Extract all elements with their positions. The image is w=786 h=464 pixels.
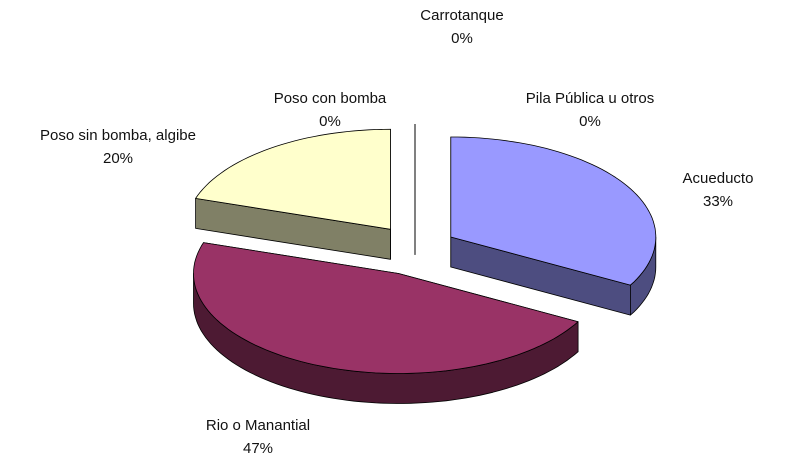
category-name: Acueducto bbox=[683, 170, 754, 187]
value-label: 0% bbox=[319, 113, 341, 130]
slice-label: Acueducto 33% bbox=[683, 170, 754, 210]
value-label: 20% bbox=[103, 150, 133, 167]
slice-top bbox=[195, 128, 391, 230]
slice-label: Poso con bomba 0% bbox=[274, 90, 387, 130]
slice-label: Rio o Manantial 47% bbox=[206, 417, 310, 457]
category-name: Carrotanque bbox=[420, 7, 503, 24]
slice-top bbox=[450, 136, 657, 286]
category-name: Poso sin bomba, algibe bbox=[40, 127, 196, 144]
slice bbox=[195, 128, 391, 260]
slice-top bbox=[193, 242, 579, 374]
slice-label: Pila Pública u otros 0% bbox=[526, 90, 654, 130]
slice bbox=[193, 242, 579, 404]
category-name: Pila Pública u otros bbox=[526, 90, 654, 107]
value-label: 47% bbox=[243, 440, 273, 457]
category-name: Rio o Manantial bbox=[206, 417, 310, 434]
category-name: Poso con bomba bbox=[274, 90, 387, 107]
slice bbox=[450, 136, 657, 316]
slice-label: Poso sin bomba, algibe 20% bbox=[40, 127, 196, 167]
value-label: 33% bbox=[703, 193, 733, 210]
value-label: 0% bbox=[451, 30, 473, 47]
value-label: 0% bbox=[579, 113, 601, 130]
slice-label: Carrotanque 0% bbox=[420, 7, 503, 47]
